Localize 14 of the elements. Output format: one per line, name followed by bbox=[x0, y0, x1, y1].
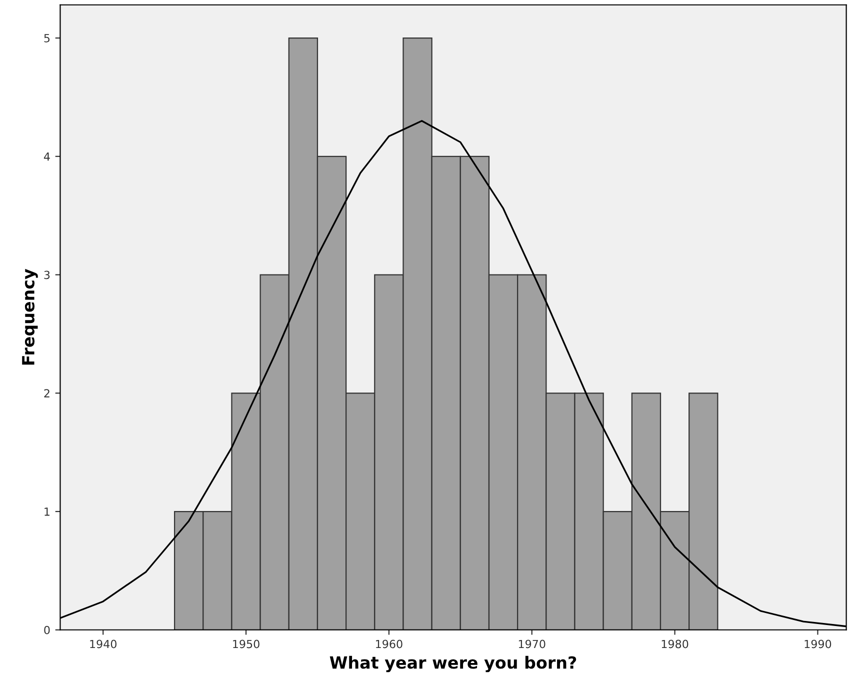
x-tick-label: 1980 bbox=[662, 640, 688, 648]
x-tick-label: 1990 bbox=[804, 640, 832, 648]
y-tick-label: 3 bbox=[44, 270, 50, 280]
y-tick-label: 1 bbox=[44, 508, 50, 516]
x-tick-label: 1940 bbox=[90, 640, 116, 648]
y-tick-label: 4 bbox=[44, 152, 50, 161]
x-tick-label: 1970 bbox=[518, 640, 546, 648]
y-axis-title: Frequency bbox=[22, 268, 38, 365]
x-axis-title: What year were you born? bbox=[330, 656, 576, 672]
x-tick-label: 1950 bbox=[233, 640, 260, 648]
y-tick-label: 0 bbox=[44, 626, 50, 634]
y-tick-label: 2 bbox=[44, 389, 50, 398]
y-tick-label: 5 bbox=[44, 34, 50, 42]
x-tick-label: 1960 bbox=[376, 640, 402, 648]
